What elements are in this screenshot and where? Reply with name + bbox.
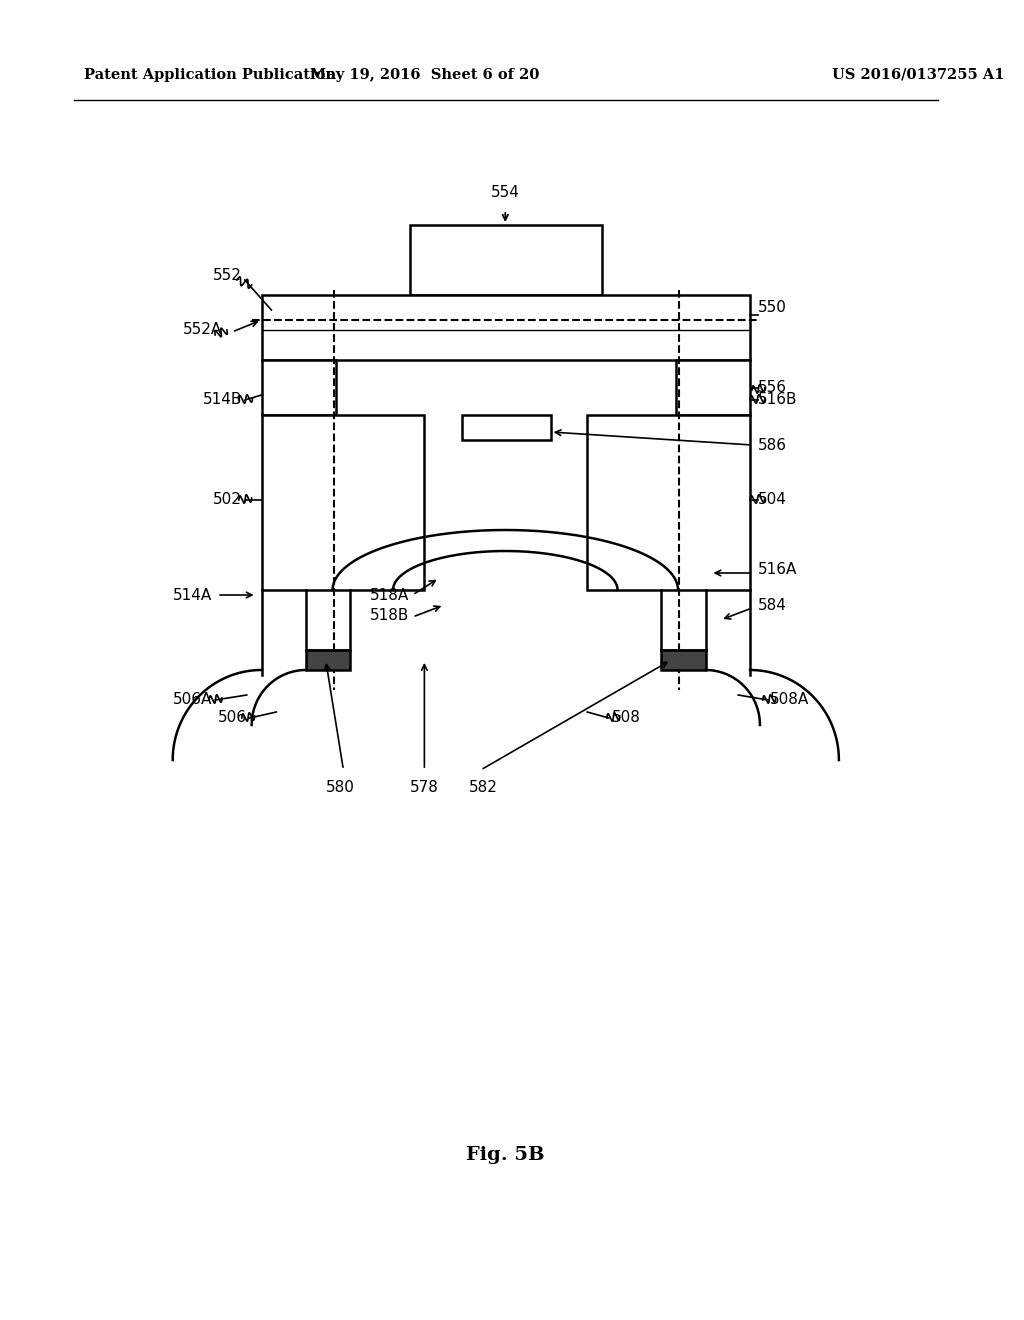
- Text: 578: 578: [410, 780, 439, 795]
- Text: May 19, 2016  Sheet 6 of 20: May 19, 2016 Sheet 6 of 20: [309, 69, 539, 82]
- Text: Patent Application Publication: Patent Application Publication: [84, 69, 336, 82]
- Text: 586: 586: [758, 437, 787, 453]
- Bar: [306, 649, 350, 671]
- Text: 550: 550: [758, 301, 786, 315]
- Bar: [676, 360, 750, 414]
- Text: 514B: 514B: [203, 392, 242, 408]
- Text: 516A: 516A: [758, 562, 798, 578]
- Text: 506A: 506A: [173, 693, 212, 708]
- Bar: [261, 360, 336, 414]
- Text: 584: 584: [758, 598, 786, 612]
- Text: 552A: 552A: [183, 322, 222, 338]
- Bar: [662, 649, 706, 671]
- Text: 552: 552: [213, 268, 242, 282]
- Text: 508A: 508A: [770, 693, 809, 708]
- Text: 518A: 518A: [371, 587, 410, 602]
- Text: 556: 556: [758, 380, 787, 396]
- Bar: [462, 414, 551, 440]
- Bar: [261, 294, 750, 360]
- Text: 508: 508: [612, 710, 641, 726]
- Text: 516B: 516B: [758, 392, 798, 408]
- Text: 514A: 514A: [173, 587, 212, 602]
- Text: 582: 582: [469, 780, 498, 795]
- Text: 504: 504: [758, 492, 786, 507]
- Bar: [410, 224, 602, 294]
- Text: 502: 502: [213, 492, 242, 507]
- Text: US 2016/0137255 A1: US 2016/0137255 A1: [831, 69, 1005, 82]
- Bar: [587, 414, 750, 590]
- Text: 554: 554: [490, 185, 520, 201]
- Text: 580: 580: [326, 780, 355, 795]
- Text: 518B: 518B: [371, 607, 410, 623]
- Text: 506: 506: [218, 710, 247, 726]
- Text: Fig. 5B: Fig. 5B: [466, 1146, 545, 1164]
- Bar: [261, 414, 424, 590]
